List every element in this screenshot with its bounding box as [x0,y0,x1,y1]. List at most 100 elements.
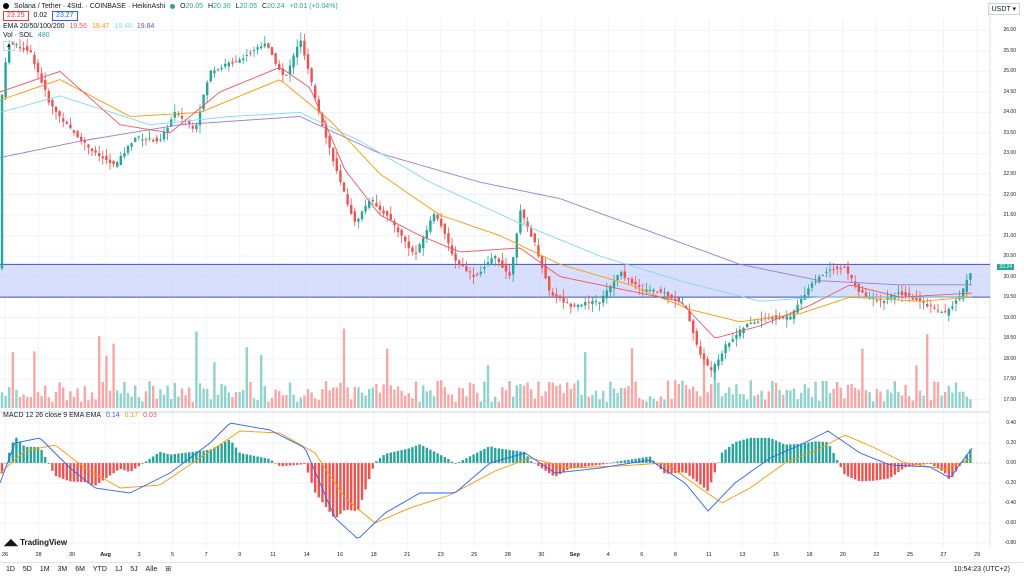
candle-body [648,289,652,291]
histogram-bar [306,463,310,473]
volume-bar [152,386,155,408]
candle-body [116,162,119,167]
histogram-bar [389,452,392,463]
candle-body [65,121,68,124]
histogram-bar [314,463,317,493]
volume-bar [180,388,184,408]
histogram-bar [105,463,108,479]
timeframe-bar: 1D 5D 1M 3M 6M YTD 1J 5J Alle ⊞ 10:54:23… [0,562,1024,577]
histogram-bar [695,463,698,482]
histogram-bar [386,453,389,463]
volume-bar [605,401,608,408]
candle-body [220,67,223,69]
candle-body [677,297,680,301]
histogram-bar [407,448,410,463]
ema100-line [0,95,972,302]
timeframe-1m[interactable]: 1M [39,566,50,573]
volume-bar [612,388,616,408]
timeframe-1d[interactable]: 1D [6,566,15,573]
timeframe-3m[interactable]: 3M [57,566,68,573]
histogram-bar [890,463,893,478]
histogram-bar [324,463,328,507]
volume-bar [213,362,216,408]
timeframe-6m[interactable]: 6M [75,566,85,573]
histogram-bar [87,463,90,484]
volume-bar [144,391,148,408]
time-tick-label: 5 [171,552,175,558]
histogram-bar [602,463,605,465]
histogram-bar [368,463,371,480]
timeframe-ytd[interactable]: YTD [92,566,107,573]
sell-button[interactable]: 23.25 [3,11,29,21]
legend-vol-row[interactable]: Vol · SOL 480 [3,31,53,40]
histogram-bar [825,442,828,463]
histogram-bar [296,463,299,465]
buy-button[interactable]: 23.27 [52,11,78,21]
legend-collapse[interactable]: ▴ [3,41,18,51]
clock-readout[interactable]: 10:54:23 (UTC+2) [953,566,1010,573]
candle-body [810,283,814,288]
candle-body [828,269,832,271]
volume-bar [771,380,774,408]
volume-bar [652,398,655,408]
volume-bar [396,386,400,408]
histogram-bar [713,463,716,473]
volume-bar [346,387,349,408]
histogram-bar [238,452,241,463]
vol-value: 480 [37,32,50,39]
volume-bar [443,387,446,408]
histogram-bar [26,447,29,463]
volume-bar [386,348,389,408]
volume-bar [710,384,713,408]
candle-body [616,275,619,281]
candle-body [119,155,122,165]
candle-body [785,316,788,320]
candle-body [195,124,198,130]
histogram-bar [818,441,821,463]
price-tick-label: 21.00 [1003,232,1016,239]
volume-bar [792,388,796,408]
volume-bar [58,382,61,408]
histogram-bar [0,463,4,474]
candle-body [465,266,468,272]
support-resistance-zone[interactable] [0,264,990,298]
volume-bar [249,382,252,408]
solana-logo-icon [3,3,9,10]
time-tick-label: 11 [270,552,276,558]
time-tick-label: 16 [337,552,344,558]
time-tick-label: 21 [404,552,411,558]
candle-body [875,299,878,301]
histogram-bar [332,463,335,517]
volume-bar [598,399,601,408]
volume-bar [162,394,166,408]
timeframe-1y[interactable]: 1J [114,566,123,573]
candle-body [515,233,518,258]
candle-body [216,69,220,71]
histogram-bar [242,453,245,463]
volume-bar [411,398,414,408]
histogram-bar [414,445,418,463]
legend-ema-row[interactable]: EMA 20/50/100/200 19.56 19.47 19.48 19.8… [3,22,157,31]
histogram-bar [436,453,439,463]
candle-body [933,307,936,309]
collapse-legend-button[interactable]: ▴ [3,41,15,51]
candle-body [440,218,443,227]
volume-bar [418,401,421,408]
histogram-bar [440,455,443,463]
legend-macd-row[interactable]: MACD 12 26 close 9 EMA EMA 0.14 0.17 0.0… [3,411,160,420]
histogram-bar [155,453,158,463]
timeframe-5d[interactable]: 5D [22,566,32,573]
timeframe-all[interactable]: Alle [145,566,158,573]
histogram-bar [764,437,767,463]
date-range-icon[interactable]: ⊞ [165,566,172,573]
volume-bar [504,390,508,408]
histogram-bar [771,438,774,463]
volume-bar [947,386,950,408]
timeframe-5y[interactable]: 5J [130,566,138,573]
symbol-title[interactable]: Solana / Tether · 4Std. · COINBASE · Hei… [13,3,166,10]
currency-selector[interactable]: USDT ▾ [987,3,1020,15]
candle-body [717,359,720,367]
volume-bar [897,391,900,408]
volume-bar [479,401,482,408]
